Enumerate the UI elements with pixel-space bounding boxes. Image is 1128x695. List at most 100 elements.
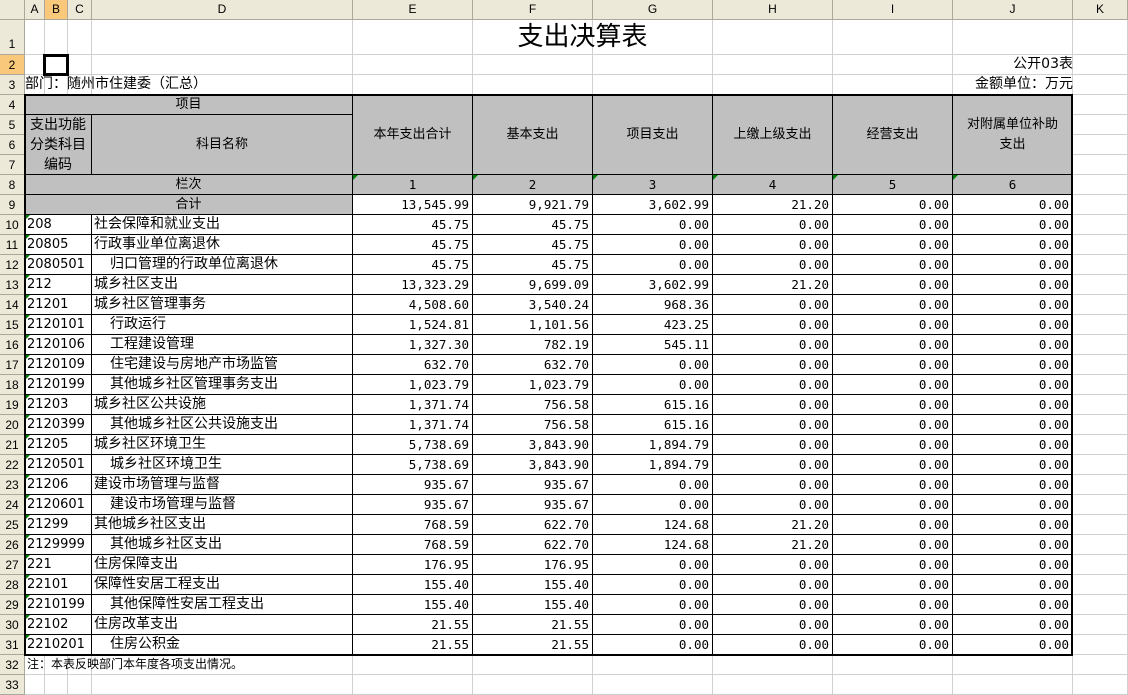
row-value-4[interactable]: 0.00 (713, 315, 833, 335)
grid-cell[interactable] (833, 55, 953, 75)
row-value-3[interactable]: 423.25 (593, 315, 713, 335)
grid-cell[interactable] (92, 655, 353, 675)
row-value-5[interactable]: 0.00 (833, 275, 953, 295)
row-value-3[interactable]: 545.11 (593, 335, 713, 355)
grid-cell[interactable] (593, 655, 713, 675)
row-value-5[interactable]: 0.00 (833, 215, 953, 235)
grid-cell[interactable] (1073, 355, 1128, 375)
grid-cell[interactable] (25, 675, 45, 695)
grid-cell[interactable] (713, 655, 833, 675)
row-code[interactable]: 2129999 (25, 535, 92, 555)
grid-cell[interactable] (1073, 555, 1128, 575)
row-value-1[interactable]: 768.59 (353, 515, 473, 535)
row-code[interactable]: 21201 (25, 295, 92, 315)
row-code[interactable]: 2120501 (25, 455, 92, 475)
row-value-6[interactable]: 0.00 (953, 535, 1073, 555)
row-value-2[interactable]: 782.19 (473, 335, 593, 355)
grid-cell[interactable] (353, 55, 473, 75)
row-code[interactable]: 21206 (25, 475, 92, 495)
row-header-7[interactable]: 7 (0, 155, 25, 175)
row-value-5[interactable]: 0.00 (833, 295, 953, 315)
row-value-6[interactable]: 0.00 (953, 275, 1073, 295)
grid-cell[interactable] (1073, 295, 1128, 315)
total-value-3[interactable]: 3,602.99 (593, 195, 713, 215)
column-header-G[interactable]: G (593, 0, 713, 20)
column-header-I[interactable]: I (833, 0, 953, 20)
row-value-2[interactable]: 756.58 (473, 395, 593, 415)
row-value-3[interactable]: 0.00 (593, 575, 713, 595)
row-header-30[interactable]: 30 (0, 615, 25, 635)
row-value-5[interactable]: 0.00 (833, 415, 953, 435)
grid-cell[interactable] (25, 655, 45, 675)
row-code[interactable]: 2080501 (25, 255, 92, 275)
grid-cell[interactable] (45, 655, 68, 675)
row-value-3[interactable]: 0.00 (593, 375, 713, 395)
grid-cell[interactable] (1073, 635, 1128, 655)
row-name[interactable]: 其他保障性安居工程支出 (92, 595, 353, 615)
row-value-4[interactable]: 0.00 (713, 575, 833, 595)
total-value-5[interactable]: 0.00 (833, 195, 953, 215)
row-code[interactable]: 221 (25, 555, 92, 575)
grid-cell[interactable] (1073, 655, 1128, 675)
row-name[interactable]: 其他城乡社区支出 (92, 515, 353, 535)
row-value-4[interactable]: 0.00 (713, 495, 833, 515)
row-name[interactable]: 住房改革支出 (92, 615, 353, 635)
row-header-19[interactable]: 19 (0, 395, 25, 415)
row-name[interactable]: 建设市场管理与监督 (92, 495, 353, 515)
column-header-B[interactable]: B (45, 0, 68, 20)
grid-cell[interactable] (833, 675, 953, 695)
row-name[interactable]: 社会保障和就业支出 (92, 215, 353, 235)
row-value-4[interactable]: 0.00 (713, 255, 833, 275)
row-value-5[interactable]: 0.00 (833, 535, 953, 555)
row-value-3[interactable]: 968.36 (593, 295, 713, 315)
row-header-15[interactable]: 15 (0, 315, 25, 335)
row-value-6[interactable]: 0.00 (953, 215, 1073, 235)
row-header-17[interactable]: 17 (0, 355, 25, 375)
row-value-5[interactable]: 0.00 (833, 255, 953, 275)
row-value-4[interactable]: 0.00 (713, 395, 833, 415)
grid-cell[interactable] (713, 75, 833, 95)
row-header-8[interactable]: 8 (0, 175, 25, 195)
row-value-1[interactable]: 21.55 (353, 615, 473, 635)
row-value-5[interactable]: 0.00 (833, 495, 953, 515)
row-value-2[interactable]: 176.95 (473, 555, 593, 575)
total-value-6[interactable]: 0.00 (953, 195, 1073, 215)
grid-cell[interactable] (1073, 315, 1128, 335)
grid-cell[interactable] (25, 20, 45, 55)
column-header-H[interactable]: H (713, 0, 833, 20)
row-value-6[interactable]: 0.00 (953, 495, 1073, 515)
grid-cell[interactable] (1073, 75, 1128, 95)
row-name[interactable]: 城乡社区支出 (92, 275, 353, 295)
row-value-6[interactable]: 0.00 (953, 375, 1073, 395)
grid-cell[interactable] (953, 655, 1073, 675)
row-name[interactable]: 归口管理的行政单位离退休 (92, 255, 353, 275)
row-header-6[interactable]: 6 (0, 135, 25, 155)
row-name[interactable]: 工程建设管理 (92, 335, 353, 355)
grid-cell[interactable] (25, 55, 45, 75)
row-value-3[interactable]: 0.00 (593, 235, 713, 255)
grid-cell[interactable] (473, 675, 593, 695)
row-value-5[interactable]: 0.00 (833, 375, 953, 395)
row-value-1[interactable]: 1,371.74 (353, 395, 473, 415)
column-header-F[interactable]: F (473, 0, 593, 20)
row-value-1[interactable]: 1,524.81 (353, 315, 473, 335)
row-header-5[interactable]: 5 (0, 115, 25, 135)
grid-cell[interactable] (1073, 415, 1128, 435)
row-value-4[interactable]: 0.00 (713, 635, 833, 655)
row-value-1[interactable]: 1,023.79 (353, 375, 473, 395)
row-value-6[interactable]: 0.00 (953, 475, 1073, 495)
row-value-2[interactable]: 1,101.56 (473, 315, 593, 335)
row-code[interactable]: 22102 (25, 615, 92, 635)
row-value-1[interactable]: 21.55 (353, 635, 473, 655)
row-header-16[interactable]: 16 (0, 335, 25, 355)
row-code[interactable]: 212 (25, 275, 92, 295)
row-header-33[interactable]: 33 (0, 675, 25, 695)
row-header-23[interactable]: 23 (0, 475, 25, 495)
grid-cell[interactable] (1073, 195, 1128, 215)
grid-cell[interactable] (1073, 255, 1128, 275)
grid-cell[interactable] (473, 20, 593, 55)
row-value-3[interactable]: 0.00 (593, 635, 713, 655)
row-value-4[interactable]: 0.00 (713, 555, 833, 575)
row-value-4[interactable]: 0.00 (713, 435, 833, 455)
grid-cell[interactable] (593, 75, 713, 95)
